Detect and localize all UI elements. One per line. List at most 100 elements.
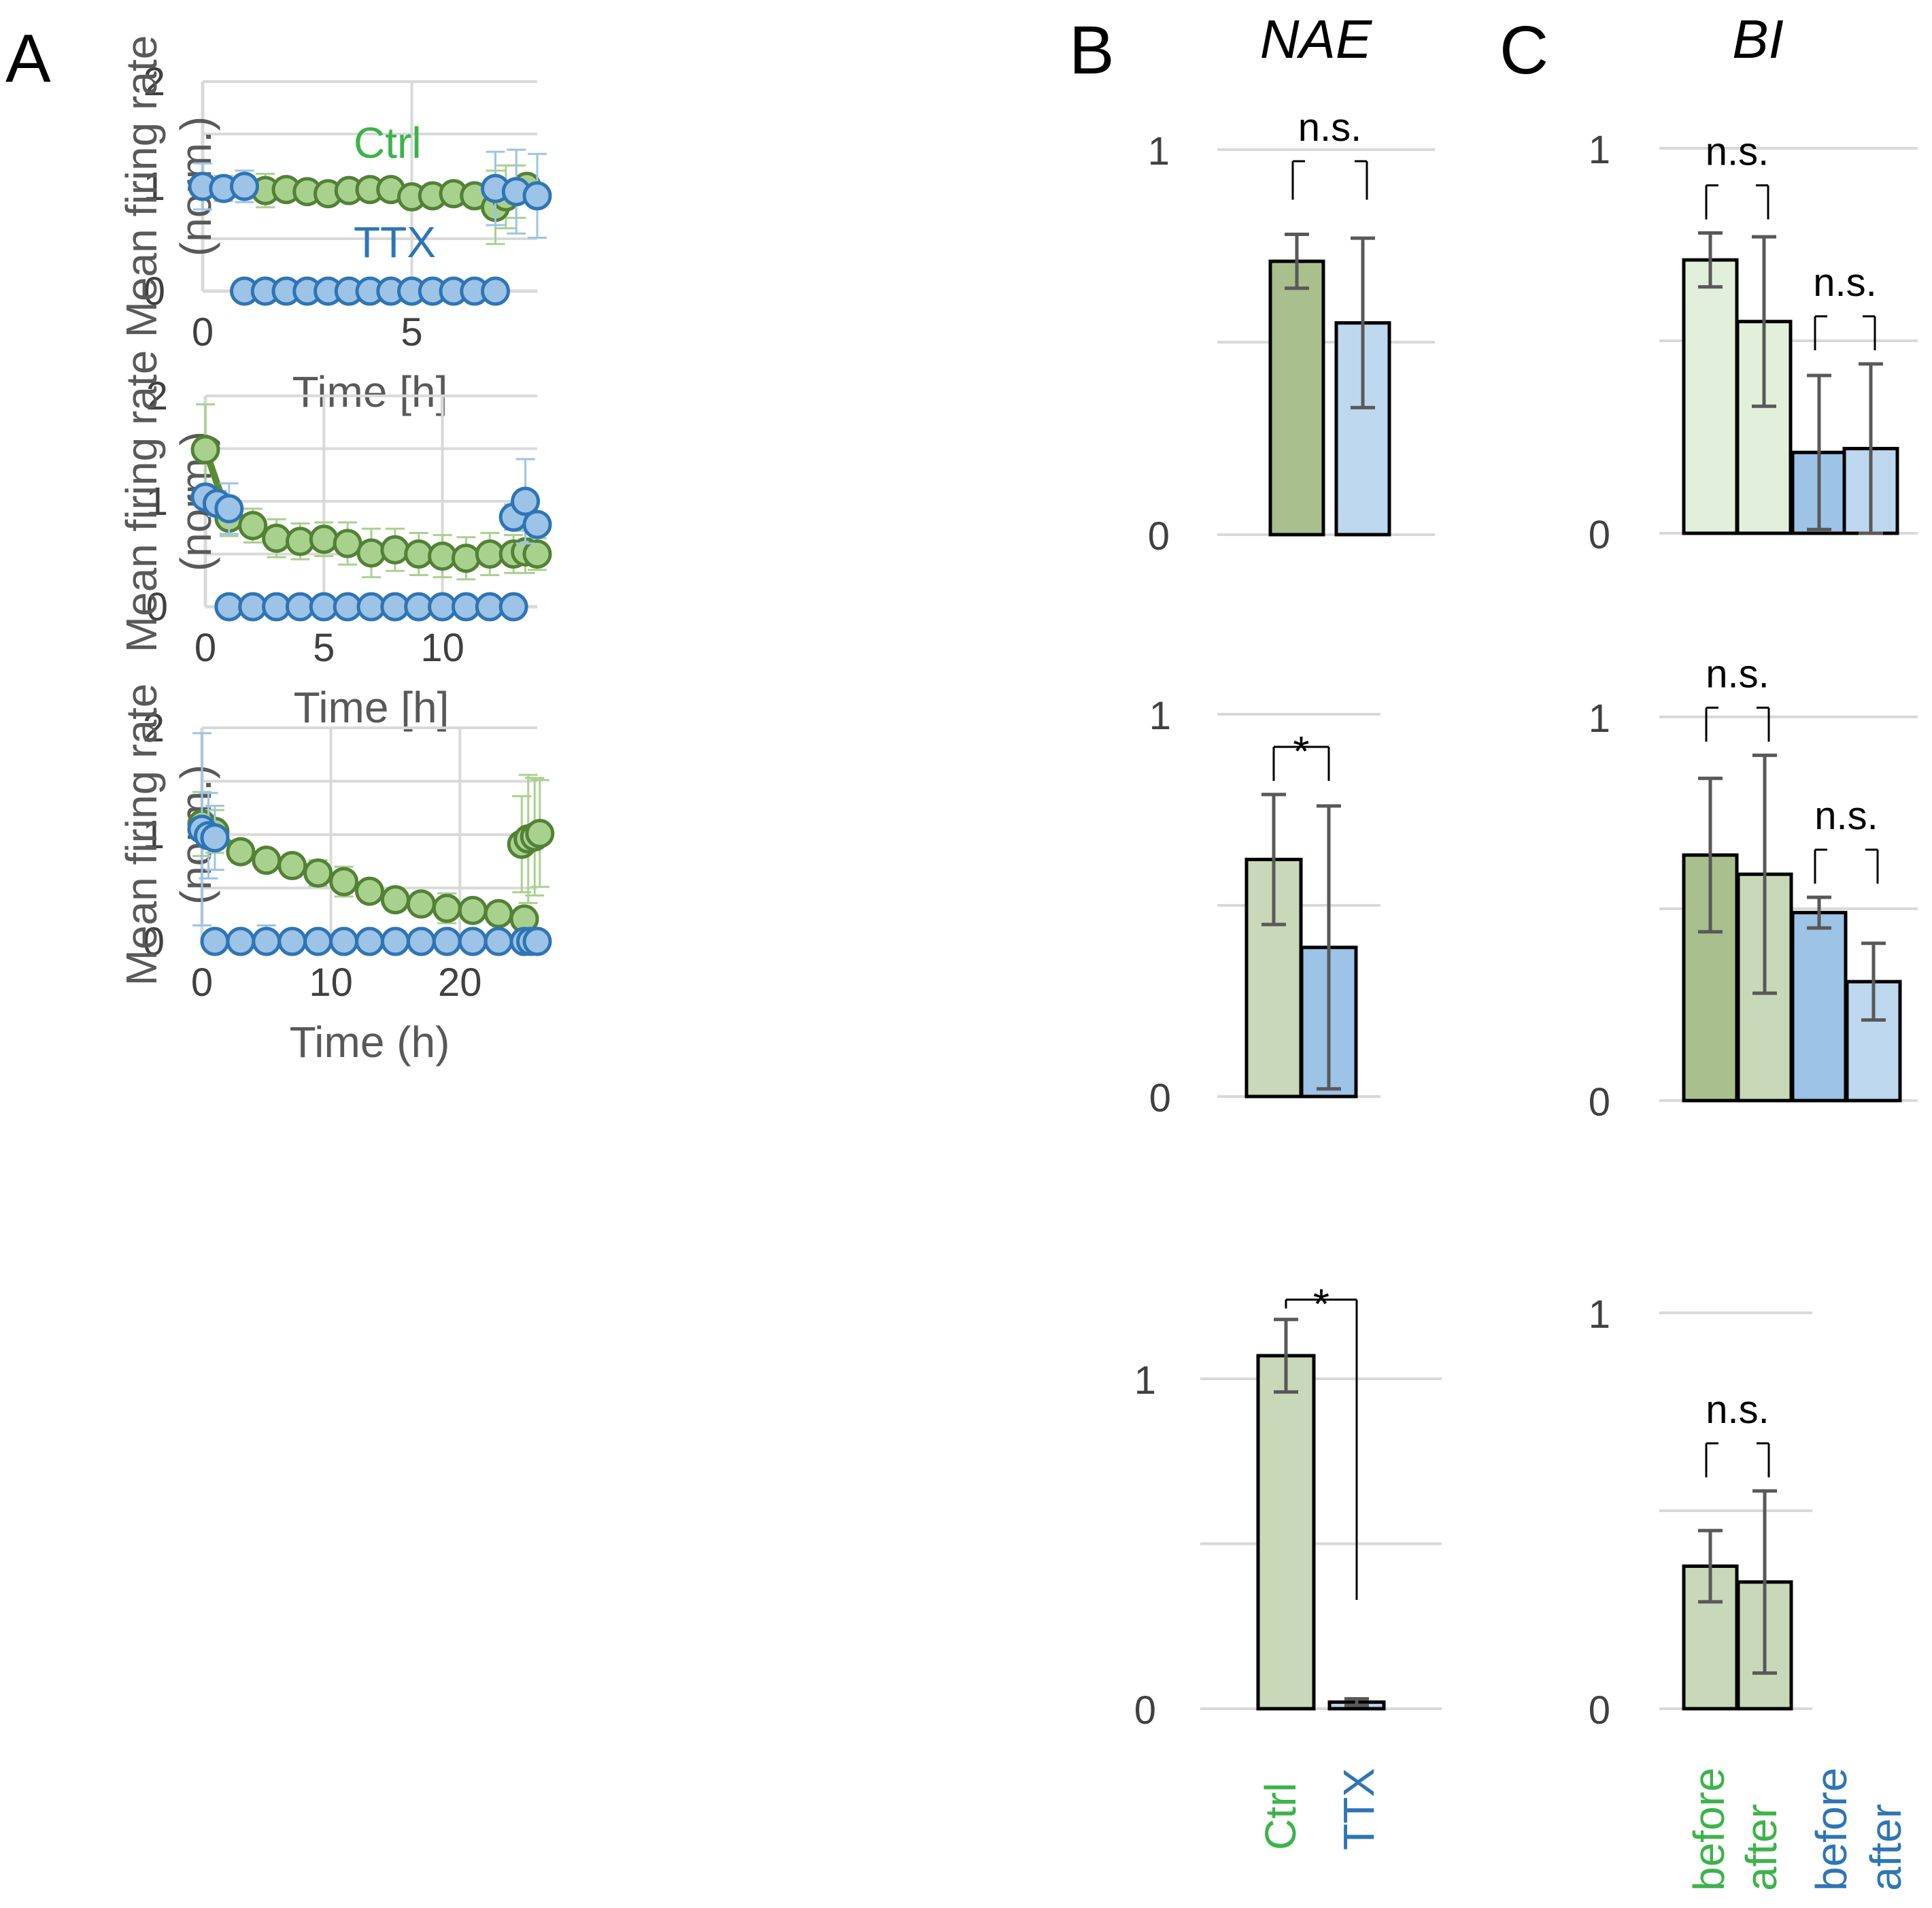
- significance-label: *: [1313, 1282, 1329, 1328]
- category-labels-bi: before after before after: [1684, 1768, 1910, 1891]
- data-point: [303, 858, 333, 888]
- data-point: [303, 926, 333, 956]
- x-axis-title: Time (h): [290, 1018, 450, 1067]
- y-tick-label: 0: [1149, 1076, 1171, 1120]
- data-point: [404, 592, 434, 622]
- data-point: [285, 592, 315, 622]
- y-tick-label: 1: [1134, 1358, 1156, 1403]
- series-ttx: [190, 482, 244, 535]
- y-axis-title-line1: Mean firing rate: [117, 350, 166, 653]
- category-label-after-ttx: after: [1861, 1804, 1910, 1891]
- data-point: [200, 926, 230, 956]
- data-point: [252, 926, 282, 956]
- significance-label: n.s.: [1813, 261, 1877, 305]
- y-axis-title-line1: Mean firing rate: [117, 35, 166, 338]
- chart-c3-bi: 0 1 n.s.: [1589, 1292, 1812, 1733]
- chart-c1-bi: 0 1 n.s. n.s.: [1589, 128, 1918, 557]
- data-point: [214, 494, 244, 524]
- data-point: [428, 592, 458, 622]
- x-axis-title: Time [h]: [294, 683, 450, 732]
- significance-label: n.s.: [1706, 130, 1769, 174]
- data-point: [475, 592, 505, 622]
- y-tick-label: 2: [143, 706, 165, 750]
- x-axis-title: Time [h]: [292, 367, 448, 416]
- panel-label-c: C: [1499, 12, 1548, 88]
- data-point: [406, 889, 436, 919]
- chart-b2-nae: 0 1 *: [1149, 694, 1380, 1120]
- data-point: [355, 876, 384, 906]
- data-point: [252, 846, 282, 875]
- data-point: [406, 926, 436, 956]
- data-point: [285, 526, 315, 556]
- data-point: [262, 523, 292, 553]
- data-point: [238, 511, 268, 541]
- category-label-after-ctrl: after: [1737, 1804, 1786, 1891]
- series-ttx: [230, 276, 510, 306]
- data-point: [380, 535, 410, 565]
- data-point: [451, 543, 481, 573]
- x-tick-label: 0: [192, 310, 214, 354]
- y-tick-label: 0: [1589, 513, 1610, 557]
- data-point: [432, 893, 462, 923]
- data-point: [200, 823, 230, 853]
- x-tick-label: 5: [313, 626, 335, 670]
- panel-label-a: A: [5, 20, 51, 97]
- category-label-before-ctrl: before: [1684, 1768, 1733, 1891]
- significance-label: n.s.: [1298, 105, 1362, 150]
- series-ctrl: [190, 403, 552, 581]
- data-point: [522, 539, 552, 569]
- data-point: [522, 509, 552, 539]
- x-tick-label: 10: [420, 626, 464, 670]
- data-point: [451, 592, 481, 622]
- data-point: [190, 435, 220, 465]
- series-ttx: [187, 732, 230, 926]
- data-point: [238, 592, 268, 622]
- series-ttx: [481, 148, 552, 239]
- data-point: [484, 899, 513, 928]
- gridlines: [1217, 148, 1435, 536]
- x-tick-label: 0: [194, 626, 216, 670]
- significance-bracket: n.s.: [1705, 652, 1770, 742]
- data-point: [380, 926, 410, 956]
- y-tick-label: 0: [1589, 1080, 1610, 1124]
- series-ttx: [200, 924, 552, 956]
- panel-title-bi: BI: [1732, 9, 1784, 69]
- significance-label: n.s.: [1706, 652, 1769, 696]
- category-label-before-ttx: before: [1807, 1768, 1856, 1891]
- data-point: [226, 837, 256, 867]
- y-tick-label: 1: [1589, 128, 1610, 172]
- x-tick-label: 20: [438, 960, 482, 1005]
- chart-c2-bi: 0 1 n.s. n.s.: [1589, 652, 1918, 1124]
- category-label-ttx: TTX: [1334, 1768, 1383, 1850]
- data-point: [475, 539, 505, 569]
- bar-before: [1682, 258, 1739, 535]
- significance-bracket: n.s.: [1813, 261, 1877, 350]
- y-tick-label: 1: [1149, 694, 1171, 738]
- series-ttx: [498, 458, 552, 545]
- bar-before: [1791, 911, 1848, 1103]
- data-point: [380, 885, 410, 915]
- data-point: [458, 895, 488, 925]
- data-point: [404, 539, 434, 569]
- data-point: [230, 171, 259, 201]
- data-point: [522, 926, 552, 956]
- data-point: [458, 926, 488, 956]
- data-point: [333, 592, 362, 622]
- significance-bracket: n.s.: [1291, 105, 1368, 200]
- data-point: [309, 524, 339, 554]
- y-tick-label: 0: [146, 585, 168, 629]
- panel-label-b: B: [1069, 12, 1115, 88]
- data-point: [356, 538, 386, 568]
- y-tick-label: 1: [1589, 1292, 1610, 1337]
- data-point: [432, 926, 462, 956]
- data-point: [277, 851, 307, 881]
- series-ctrl: [250, 173, 490, 212]
- y-tick-label: 2: [146, 374, 168, 418]
- significance-bracket: n.s.: [1705, 130, 1769, 220]
- chart-b1-nae: 0 1 n.s.: [1148, 105, 1435, 558]
- y-tick-label: 1: [143, 813, 165, 857]
